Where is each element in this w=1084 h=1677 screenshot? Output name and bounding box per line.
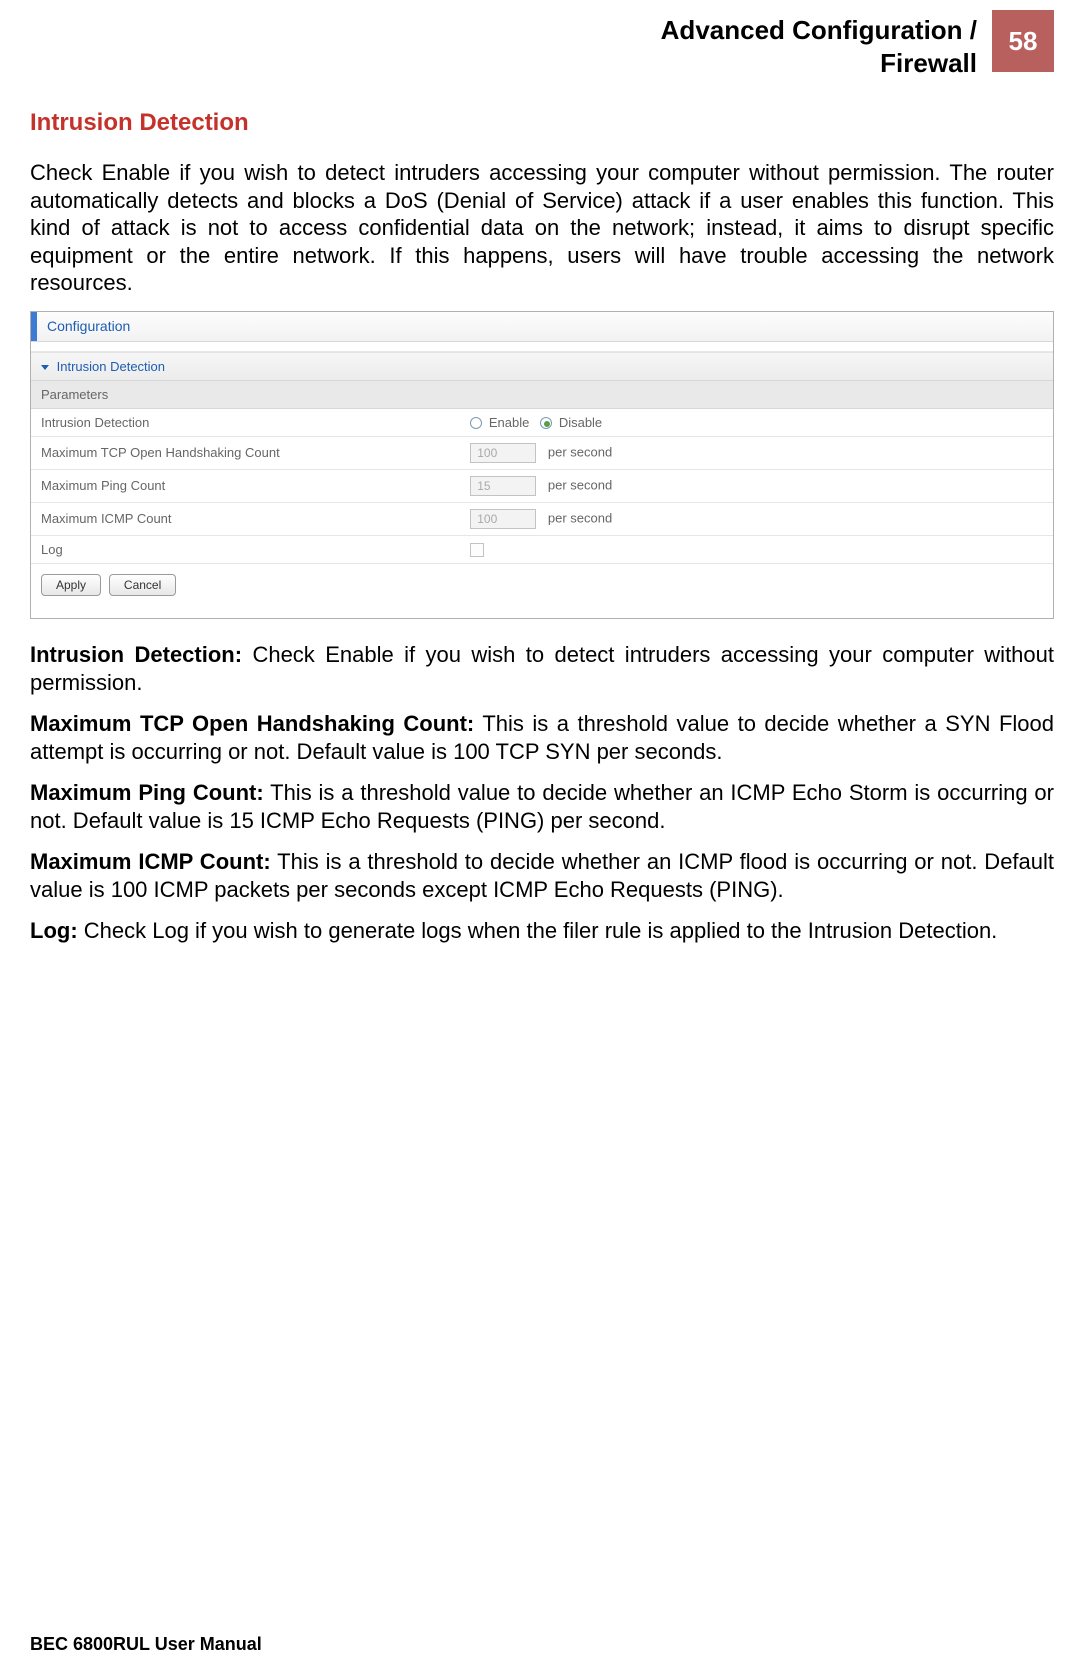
label-ping: Maximum Ping Count — [31, 469, 460, 502]
desc-log: Log: Check Log if you wish to generate l… — [30, 917, 1054, 945]
input-tcp[interactable]: 100 — [470, 443, 536, 463]
label-intrusion: Intrusion Detection — [31, 409, 460, 437]
page-header: Advanced Configuration / Firewall 58 — [30, 10, 1054, 79]
desc-icmp-b: Maximum ICMP Count: — [30, 849, 271, 874]
row-intrusion: Intrusion Detection Enable Disable — [31, 409, 1053, 437]
section-title: Intrusion Detection — [30, 109, 1054, 137]
cancel-button[interactable]: Cancel — [109, 574, 176, 596]
desc-intrusion: Intrusion Detection: Check Enable if you… — [30, 641, 1054, 696]
desc-log-b: Log: — [30, 918, 78, 943]
row-tcp: Maximum TCP Open Handshaking Count 100 p… — [31, 436, 1053, 469]
button-row: Apply Cancel — [31, 564, 1053, 618]
desc-intrusion-b: Intrusion Detection: — [30, 642, 242, 667]
label-icmp: Maximum ICMP Count — [31, 502, 460, 535]
parameters-header: Parameters — [31, 381, 1053, 409]
suffix-ping: per second — [548, 477, 612, 492]
desc-tcp-b: Maximum TCP Open Handshaking Count: — [30, 711, 474, 736]
intro-paragraph: Check Enable if you wish to detect intru… — [30, 159, 1054, 297]
chevron-down-icon — [41, 365, 49, 370]
config-screenshot: Configuration Intrusion Detection Parame… — [30, 311, 1054, 620]
input-ping[interactable]: 15 — [470, 476, 536, 496]
radio-disable[interactable] — [540, 417, 552, 429]
input-icmp[interactable]: 100 — [470, 509, 536, 529]
value-icmp: 100 per second — [460, 502, 1053, 535]
desc-icmp: Maximum ICMP Count: This is a threshold … — [30, 848, 1054, 903]
row-ping: Maximum Ping Count 15 per second — [31, 469, 1053, 502]
value-tcp: 100 per second — [460, 436, 1053, 469]
page-number-box: 58 — [992, 10, 1054, 72]
radio-enable-label: Enable — [489, 415, 529, 430]
label-log: Log — [31, 535, 460, 564]
desc-ping: Maximum Ping Count: This is a threshold … — [30, 779, 1054, 834]
header-line2: Firewall — [880, 48, 977, 78]
row-icmp: Maximum ICMP Count 100 per second — [31, 502, 1053, 535]
value-intrusion: Enable Disable — [460, 409, 1053, 437]
apply-button[interactable]: Apply — [41, 574, 101, 596]
desc-ping-b: Maximum Ping Count: — [30, 780, 264, 805]
value-log — [460, 535, 1053, 564]
config-bar: Configuration — [31, 312, 1053, 342]
checkbox-log[interactable] — [470, 543, 484, 557]
value-ping: 15 per second — [460, 469, 1053, 502]
suffix-icmp: per second — [548, 510, 612, 525]
label-tcp: Maximum TCP Open Handshaking Count — [31, 436, 460, 469]
radio-disable-label: Disable — [559, 415, 602, 430]
desc-log-t: Check Log if you wish to generate logs w… — [78, 918, 998, 943]
config-bar-label: Configuration — [37, 318, 130, 334]
page-number: 58 — [1009, 26, 1038, 57]
subheader-label: Intrusion Detection — [57, 359, 165, 374]
header-title: Advanced Configuration / Firewall — [661, 10, 992, 79]
footer-text: BEC 6800RUL User Manual — [30, 1634, 262, 1655]
header-line1: Advanced Configuration / — [661, 15, 977, 45]
suffix-tcp: per second — [548, 444, 612, 459]
desc-tcp: Maximum TCP Open Handshaking Count: This… — [30, 710, 1054, 765]
subheader[interactable]: Intrusion Detection — [31, 352, 1053, 381]
radio-enable[interactable] — [470, 417, 482, 429]
parameters-table: Intrusion Detection Enable Disable Maxim… — [31, 409, 1053, 565]
row-log: Log — [31, 535, 1053, 564]
spacer — [31, 342, 1053, 352]
